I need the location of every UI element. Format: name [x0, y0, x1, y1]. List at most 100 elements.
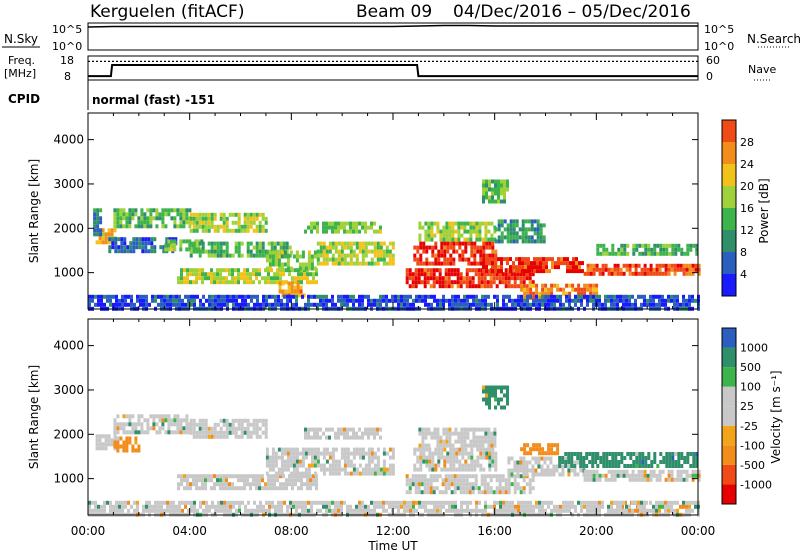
power-cell	[422, 249, 426, 254]
power-cell	[512, 227, 516, 232]
velocity-cell	[565, 504, 568, 509]
power-cell	[640, 302, 643, 307]
power-cell	[334, 261, 338, 266]
power-cell	[613, 298, 616, 303]
power-cell	[219, 272, 222, 277]
power-cell	[120, 237, 124, 242]
power-cell	[424, 294, 427, 299]
velocity-cell	[146, 422, 150, 427]
power-cell	[544, 291, 548, 296]
power-cell	[264, 216, 268, 221]
power-cell	[462, 280, 466, 285]
velocity-cell	[217, 500, 220, 505]
velocity-cell	[385, 471, 389, 476]
velocity-cell	[388, 455, 392, 460]
power-cell	[535, 283, 539, 288]
velocity-cell	[543, 460, 547, 465]
power-cell	[301, 250, 305, 255]
power-cell	[234, 245, 238, 250]
velocity-cell	[282, 474, 285, 479]
power-cell	[210, 241, 214, 246]
velocity-cell	[400, 504, 403, 509]
power-cell	[161, 212, 165, 217]
power-cell	[190, 294, 193, 299]
power-cell	[147, 241, 151, 246]
velocity-cell	[385, 500, 388, 505]
power-cell	[322, 294, 325, 299]
velocity-cell	[107, 438, 111, 443]
power-cell	[589, 294, 592, 299]
power-cell	[204, 220, 208, 225]
velocity-cell	[361, 467, 365, 472]
power-cell	[186, 272, 189, 277]
velocity-cell	[331, 451, 335, 456]
velocity-cell	[219, 418, 223, 423]
velocity-cell	[189, 486, 192, 491]
velocity-cell	[479, 455, 483, 460]
power-cell	[337, 249, 341, 254]
power-cell	[213, 245, 217, 250]
power-cell	[373, 253, 377, 258]
velocity-cell	[151, 508, 154, 513]
power-cell	[411, 276, 415, 281]
velocity-cell	[289, 504, 292, 509]
velocity-cell	[307, 471, 311, 476]
power-cell	[536, 219, 540, 224]
velocity-cell	[513, 474, 517, 479]
power-cell	[103, 294, 106, 299]
velocity-cell	[488, 463, 492, 468]
power-cell	[158, 212, 162, 217]
velocity-cell	[277, 500, 280, 505]
velocity-cell	[164, 414, 168, 419]
power-cell	[506, 183, 509, 188]
velocity-cell	[546, 472, 550, 477]
power-cell	[249, 253, 253, 258]
velocity-cell	[616, 508, 619, 513]
velocity-cell	[505, 508, 508, 513]
power-cell	[578, 269, 581, 274]
velocity-cell	[277, 467, 281, 472]
power-cell	[132, 237, 136, 242]
velocity-cell	[426, 482, 430, 487]
power-cell	[104, 232, 108, 237]
power-cell	[694, 298, 697, 303]
velocity-cell	[510, 468, 514, 473]
velocity-cell	[418, 431, 422, 436]
power-cell	[201, 220, 205, 225]
velocity-cell	[695, 464, 699, 468]
power-cell	[641, 243, 645, 248]
power-cell	[445, 229, 449, 234]
power-cell	[475, 298, 478, 303]
power-cell	[113, 216, 117, 221]
power-cell	[235, 302, 238, 307]
power-cell	[572, 265, 575, 270]
velocity-cell	[388, 504, 391, 509]
power-cell	[464, 257, 468, 262]
velocity-cell	[573, 452, 577, 456]
power-cell	[643, 267, 647, 272]
power-cell	[595, 294, 598, 299]
power-cell	[443, 241, 447, 246]
power-cell	[189, 212, 193, 217]
power-cell	[500, 239, 504, 244]
power-cell	[173, 208, 177, 213]
velocity-cell	[555, 464, 559, 469]
velocity-cell	[406, 500, 409, 505]
velocity-cell	[439, 504, 442, 509]
velocity-cell	[479, 451, 483, 456]
power-cell	[364, 253, 368, 258]
power-cell	[424, 221, 428, 226]
power-cell	[432, 284, 436, 289]
velocity-cell	[355, 451, 359, 456]
velocity-cell	[519, 474, 523, 479]
velocity-cell	[122, 444, 126, 449]
power-cell	[118, 298, 121, 303]
power-cell	[298, 254, 302, 259]
velocity-cell	[443, 467, 447, 472]
power-cell	[250, 298, 253, 303]
power-cell	[385, 298, 388, 303]
power-cell	[352, 298, 355, 303]
power-cell	[460, 302, 463, 307]
velocity-cell	[246, 474, 249, 479]
power-cell	[283, 262, 287, 267]
